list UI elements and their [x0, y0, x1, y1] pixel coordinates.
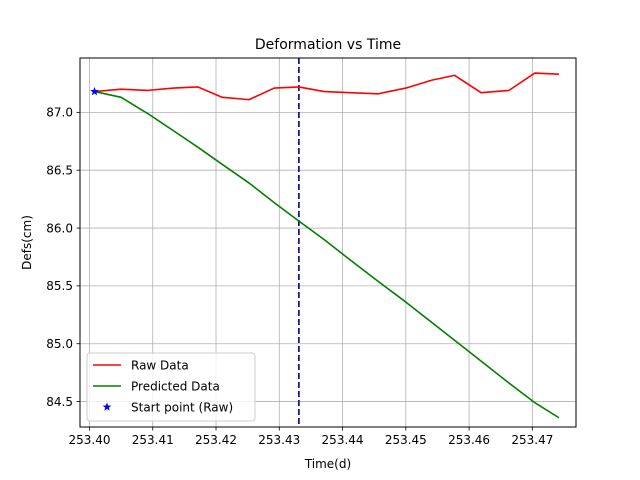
x-tick-label: 253.46: [448, 433, 490, 447]
legend: Raw Data Predicted Data Start point (Raw): [86, 352, 256, 422]
legend-box: [86, 352, 256, 422]
y-tick-label: 85.5: [46, 279, 73, 293]
raw-data-line: [94, 72, 559, 101]
x-tick-label: 253.47: [511, 433, 553, 447]
plot-frame: [79, 57, 577, 428]
y-tick-label: 87.0: [46, 106, 73, 120]
x-tick-label: 253.42: [195, 433, 237, 447]
legend-label-raw-data: Raw Data: [131, 358, 189, 372]
x-tick-label: 253.45: [385, 433, 427, 447]
x-tick-label: 253.44: [322, 433, 364, 447]
y-tick-label: 84.5: [46, 395, 73, 409]
y-tick-label: 85.0: [46, 337, 73, 351]
legend-swatch-start-point-raw: [102, 402, 112, 411]
predicted-data-line: [94, 90, 560, 419]
y-tick-label: 86.0: [46, 221, 73, 235]
series-layer: [90, 72, 560, 419]
y-tick-label: 86.5: [46, 164, 73, 178]
legend-label-predicted-data: Predicted Data: [131, 379, 220, 393]
x-tick-label: 253.40: [68, 433, 110, 447]
y-axis-label: Defs(cm): [20, 215, 34, 270]
start-point-raw-marker: [90, 86, 99, 96]
x-tick-label: 253.41: [132, 433, 174, 447]
x-tick-label: 253.43: [258, 433, 300, 447]
x-axis-label: Time(d): [304, 457, 351, 471]
chart-title: Deformation vs Time: [255, 37, 401, 53]
y-axis-ticks: 84.5 85.0 85.5 86.0 86.5 87.0: [46, 106, 80, 409]
legend-label-start-point-raw: Start point (Raw): [131, 400, 233, 414]
x-axis-ticks: 253.40 253.41 253.42 253.43 253.44 253.45 253.…: [68, 427, 553, 447]
